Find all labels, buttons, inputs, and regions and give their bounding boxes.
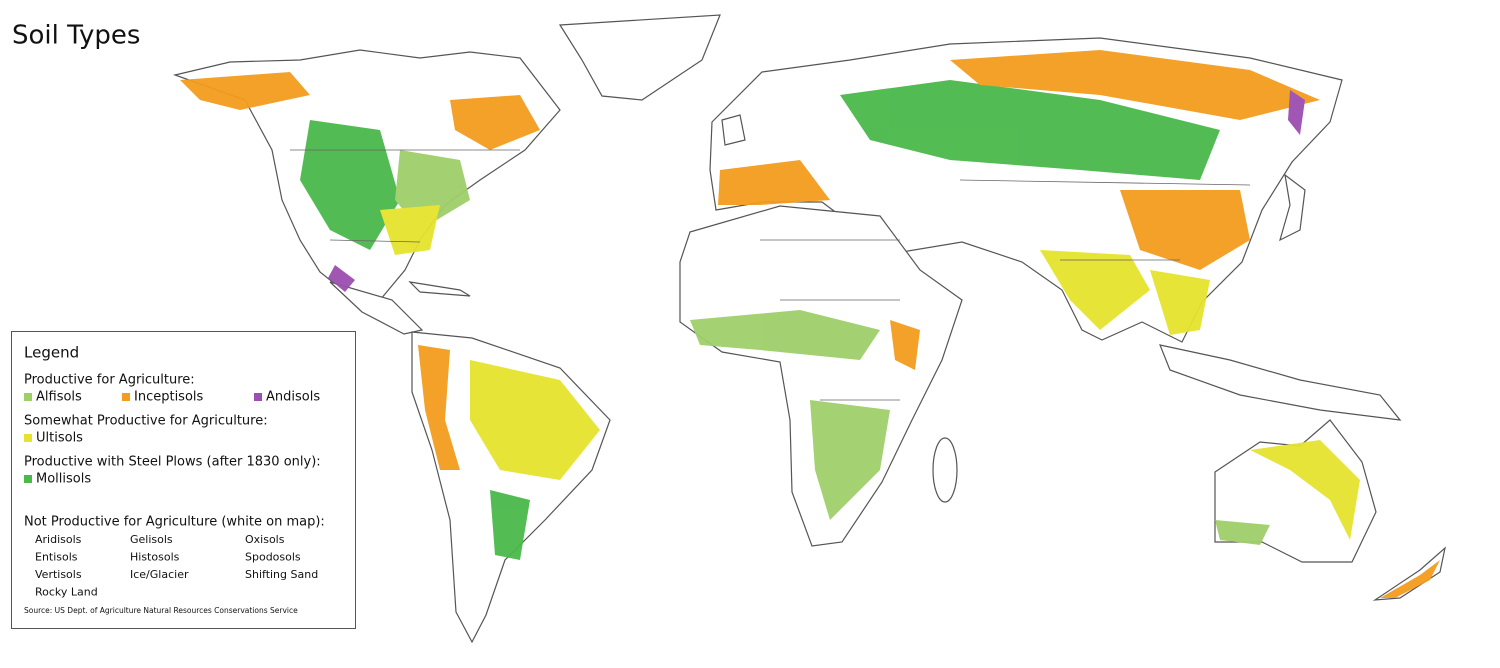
legend-label: Inceptisols [134,390,204,405]
country-borders [290,149,1251,401]
legend-heading: Productive for Agriculture: [24,373,195,388]
legend-swatch [24,434,32,442]
legend-swatch [254,393,262,401]
soil-region [1215,520,1270,545]
soil-regions [180,50,1440,598]
soil-region [890,320,920,370]
legend-heading: Not Productive for Agriculture (white on… [24,515,325,530]
soil-region [950,50,1320,120]
indonesia [1159,344,1402,421]
legend-swatch [122,393,130,401]
legend-label: Mollisols [36,472,91,487]
soil-region [180,72,310,110]
legend: Legend Productive for Agriculture: Alfisol… [11,331,356,629]
legend-label: Entisols [35,551,78,564]
soil-region [418,345,460,470]
legend-label: Andisols [266,390,320,405]
greenland [558,14,721,101]
legend-title: Legend [24,344,79,362]
new-zealand [1372,546,1446,601]
soil-region [380,205,440,255]
soil-region [470,360,600,480]
soil-region [1040,250,1150,330]
legend-label: Rocky Land [35,586,98,599]
soil-region [1150,270,1210,335]
madagascar [932,437,958,503]
legend-label: Spodosols [245,551,301,564]
soil-region [1288,90,1305,135]
soil-region [1120,190,1250,270]
soil-region [840,80,1220,180]
legend-label: Aridisols [35,533,82,546]
soil-region [690,310,880,360]
legend-label: Gelisols [130,533,173,546]
soil-region [450,95,540,150]
legend-label: Ice/Glacier [130,568,189,581]
map-title: Soil Types [12,21,140,51]
soil-region [328,265,355,292]
source-note: Source: US Dept. of Agriculture Natural … [24,606,298,615]
soil-region [300,120,400,250]
legend-label: Shifting Sand [245,568,318,581]
soil-region [810,400,890,520]
legend-label: Ultisols [36,431,83,446]
japan [1279,173,1306,242]
soil-region [490,490,530,560]
caribbean [408,281,471,297]
legend-label: Vertisols [35,568,82,581]
legend-label: Oxisols [245,533,285,546]
africa [679,205,963,547]
soil-region [718,160,830,205]
legend-swatch [24,393,32,401]
british-isles [721,114,746,146]
soil-region [1250,440,1360,540]
legend-heading: Somewhat Productive for Agriculture: [24,414,268,429]
legend-box [11,331,356,629]
soil-region [1380,560,1440,598]
border [290,149,1251,401]
legend-heading: Productive with Steel Plows (after 1830 … [24,455,321,470]
legend-label: Alfisols [36,390,82,405]
legend-label: Histosols [130,551,180,564]
legend-swatch [24,475,32,483]
